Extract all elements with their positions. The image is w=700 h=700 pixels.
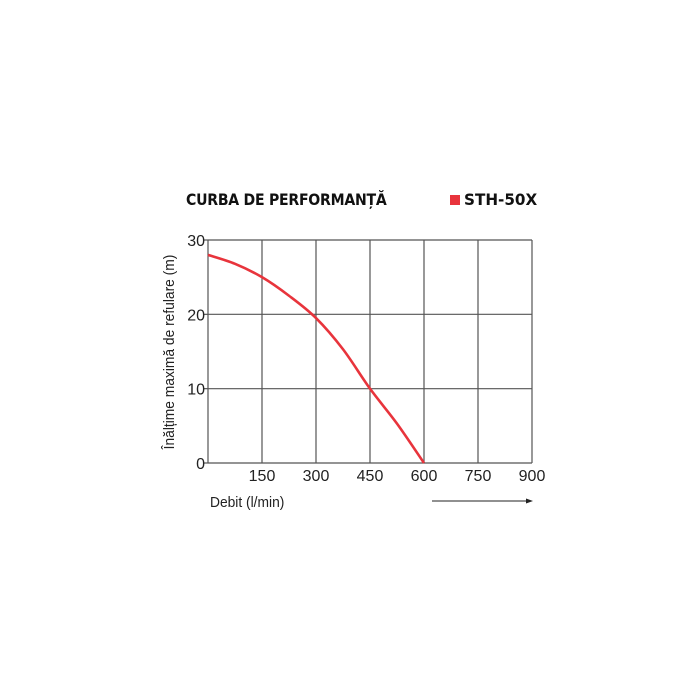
- x-axis-label: Debit (l/min): [210, 495, 284, 512]
- x-axis-arrow-icon: [526, 498, 533, 504]
- x-tick-label: 300: [303, 468, 330, 485]
- chart-title: CURBA DE PERFORMANȚĂ: [186, 190, 387, 209]
- y-tick-label: 10: [187, 382, 205, 399]
- y-tick-label: 30: [187, 233, 205, 250]
- x-tick-label: 450: [357, 468, 384, 485]
- x-tick-label: 900: [519, 468, 546, 485]
- series-line-sth-50x: [207, 253, 426, 464]
- legend-swatch: [450, 194, 460, 205]
- y-tick-label: 20: [187, 307, 205, 324]
- legend: STH-50X: [450, 190, 541, 209]
- y-axis-label: Înălțime maximă de refulare (m): [160, 255, 178, 451]
- x-tick-label: 750: [465, 468, 492, 485]
- x-tick-label: 150: [249, 468, 276, 485]
- y-tick-label: 0: [196, 456, 205, 473]
- legend-label: STH-50X: [464, 190, 538, 209]
- x-tick-label: 600: [411, 468, 438, 485]
